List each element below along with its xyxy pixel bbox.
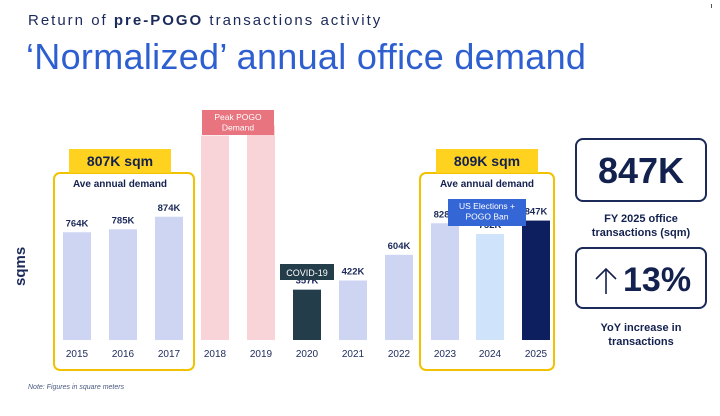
footnote: Note: Figures in square meters xyxy=(28,384,125,391)
bar-2018 xyxy=(201,135,229,340)
arrow-up-icon xyxy=(595,267,617,294)
x-tick-2024: 2024 xyxy=(479,349,502,360)
bar-2021 xyxy=(339,280,367,340)
x-tick-2017: 2017 xyxy=(158,349,181,360)
bar-2015 xyxy=(63,232,91,340)
data-label-2015: 764K xyxy=(66,218,89,229)
callout-box-1 xyxy=(202,110,274,135)
y-axis-label: sqms xyxy=(12,246,29,286)
subtitle-prefix: Return of xyxy=(28,12,114,29)
kpi-transactions-label: FY 2025 office transactions (sqm) xyxy=(591,213,691,239)
group-caption-2: Ave annual demand xyxy=(440,179,534,190)
bar-2025 xyxy=(522,220,550,340)
subtitle-suffix: transactions activity xyxy=(203,12,383,29)
callout-label-1: Peak POGO Demand xyxy=(214,112,262,133)
bar-2023 xyxy=(431,223,459,340)
group-value-label-1: 807K sqm xyxy=(87,153,153,169)
x-tick-2016: 2016 xyxy=(112,349,135,360)
group-caption-1: Ave annual demand xyxy=(73,179,167,190)
x-tick-2019: 2019 xyxy=(250,349,273,360)
bar-2022 xyxy=(385,254,413,340)
data-label-2017: 874K xyxy=(158,203,181,214)
corner-mark-icon xyxy=(711,4,712,8)
callout-box-2 xyxy=(280,264,334,280)
x-tick-2021: 2021 xyxy=(342,349,365,360)
x-tick-2023: 2023 xyxy=(434,349,457,360)
callout-box-3 xyxy=(448,199,526,226)
group-value-label-2: 809K sqm xyxy=(454,153,520,169)
kpi-card-transactions: 847K xyxy=(575,138,707,202)
x-tick-2025: 2025 xyxy=(525,349,548,360)
callout-label-2: COVID-19 xyxy=(286,268,328,278)
data-label-2025: 847K xyxy=(525,207,548,218)
subtitle-highlight: pre-POGO xyxy=(113,12,204,29)
slide-title: ‘Normalized’ annual office demand xyxy=(26,36,587,77)
slide-subtitle: Return of pre-POGO transactions activity xyxy=(28,12,382,29)
x-tick-2020: 2020 xyxy=(296,349,319,360)
data-label-2022: 604K xyxy=(388,241,411,252)
bar-2020 xyxy=(293,289,321,340)
data-label-2023: 828K xyxy=(434,209,457,220)
bar-2017 xyxy=(155,216,183,340)
kpi-transactions-value: 847K xyxy=(597,150,685,191)
group-value-pill-1 xyxy=(69,149,171,173)
x-tick-2018: 2018 xyxy=(204,349,227,360)
kpi-yoy-value: 13% xyxy=(623,261,692,299)
group-value-pill-2 xyxy=(436,149,538,173)
kpi-yoy-label: YoY increase in transactions xyxy=(600,322,682,348)
kpi-card-yoy: 13% xyxy=(575,247,707,309)
x-tick-2022: 2022 xyxy=(388,349,411,360)
callout-label-3: US Elections + POGO Ban xyxy=(459,201,515,222)
bar-2016 xyxy=(109,229,137,340)
x-tick-2015: 2015 xyxy=(66,349,89,360)
data-label-2021: 422K xyxy=(342,266,365,277)
data-label-2020: 357K xyxy=(296,276,319,287)
bar-2019 xyxy=(247,125,275,341)
bar-2024 xyxy=(476,233,504,340)
data-label-2016: 785K xyxy=(112,215,135,226)
